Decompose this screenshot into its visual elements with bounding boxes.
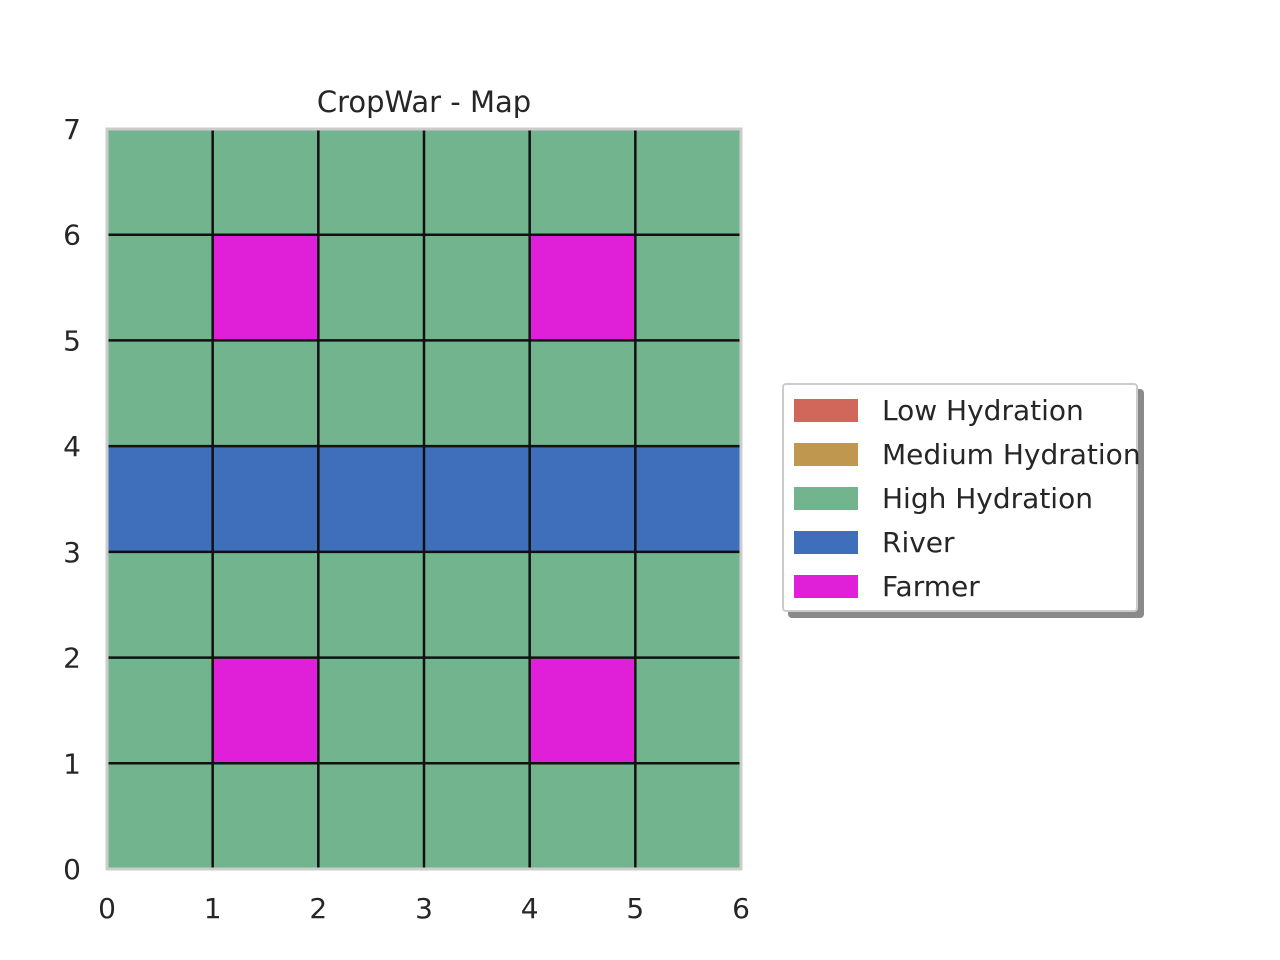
map-cell-high-x3-y6 xyxy=(424,129,530,235)
map-cell-high-x5-y6 xyxy=(635,129,741,235)
map-cell-river-x3-y3 xyxy=(424,446,530,552)
map-cell-high-x0-y1 xyxy=(107,657,213,764)
map-cell-high-x5-y2 xyxy=(635,551,741,658)
map-cell-high-x0-y5 xyxy=(107,234,213,341)
map-cell-high-x0-y4 xyxy=(107,340,213,447)
chart-title: CropWar - Map xyxy=(317,85,531,119)
map-cell-high-x2-y0 xyxy=(318,763,424,869)
legend-label-high-hydration: High Hydration xyxy=(882,481,1093,515)
y-tick-label: 2 xyxy=(63,642,81,675)
x-tick-label: 4 xyxy=(521,892,539,925)
x-tick-label: 5 xyxy=(626,892,644,925)
map-cell-high-x3-y0 xyxy=(424,763,530,869)
legend-swatch-farmer xyxy=(794,574,858,598)
y-tick-label: 6 xyxy=(63,219,81,252)
map-cell-high-x4-y2 xyxy=(529,551,636,658)
map-cell-river-x4-y3 xyxy=(529,446,636,552)
legend-item-medium-hydration: Medium Hydration xyxy=(794,437,1141,471)
legend-swatch-high-hydration xyxy=(794,486,858,510)
legend-item-farmer: Farmer xyxy=(794,569,980,603)
map-cell-high-x4-y4 xyxy=(529,340,636,447)
legend-label-low-hydration: Low Hydration xyxy=(882,393,1084,427)
x-tick-label: 2 xyxy=(309,892,327,925)
legend-swatch-medium-hydration xyxy=(794,442,858,466)
y-tick-label: 0 xyxy=(63,853,81,886)
legend-label-farmer: Farmer xyxy=(882,569,980,603)
map-cell-high-x5-y5 xyxy=(635,234,741,341)
map-cell-high-x1-y0 xyxy=(212,763,319,869)
y-tick-label: 4 xyxy=(63,430,81,463)
legend-swatch-river xyxy=(794,530,858,554)
legend-item-river: River xyxy=(794,525,955,559)
legend-item-high-hydration: High Hydration xyxy=(794,481,1093,515)
map-cell-high-x2-y5 xyxy=(318,234,424,341)
y-tick-label: 7 xyxy=(63,113,81,146)
map-cell-river-x5-y3 xyxy=(635,446,741,552)
map-cell-high-x4-y0 xyxy=(529,763,636,869)
map-cell-high-x1-y6 xyxy=(212,129,319,235)
y-tick-label: 5 xyxy=(63,324,81,357)
map-cell-high-x0-y6 xyxy=(107,129,213,235)
map-cell-high-x2-y6 xyxy=(318,129,424,235)
map-cell-high-x5-y0 xyxy=(635,763,741,869)
map-cell-high-x1-y2 xyxy=(212,551,319,658)
map-cell-high-x5-y1 xyxy=(635,657,741,764)
map-cell-farmer-x4-y5 xyxy=(529,234,636,341)
map-cell-high-x3-y4 xyxy=(424,340,530,447)
map-cell-high-x3-y2 xyxy=(424,551,530,658)
map-cell-high-x0-y2 xyxy=(107,551,213,658)
legend: Low Hydration Medium Hydration High Hydr… xyxy=(782,383,1141,612)
x-tick-label: 1 xyxy=(204,892,222,925)
map-cell-high-x4-y6 xyxy=(529,129,636,235)
plot-frame xyxy=(105,127,743,871)
map-cell-high-x3-y5 xyxy=(424,234,530,341)
map-cell-high-x3-y1 xyxy=(424,657,530,764)
map-cell-high-x2-y2 xyxy=(318,551,424,658)
legend-label-river: River xyxy=(882,525,955,559)
legend-item-low-hydration: Low Hydration xyxy=(794,393,1084,427)
x-tick-label: 3 xyxy=(415,892,433,925)
y-tick-label: 1 xyxy=(63,747,81,780)
map-cell-high-x2-y1 xyxy=(318,657,424,764)
y-tick-label: 3 xyxy=(63,536,81,569)
map-cell-river-x0-y3 xyxy=(107,446,213,552)
x-tick-label: 0 xyxy=(98,892,116,925)
map-cell-high-x0-y0 xyxy=(107,763,213,869)
x-tick-label: 6 xyxy=(732,892,750,925)
map-cell-high-x2-y4 xyxy=(318,340,424,447)
map-cell-river-x1-y3 xyxy=(212,446,319,552)
legend-label-medium-hydration: Medium Hydration xyxy=(882,437,1141,471)
map-cell-farmer-x1-y1 xyxy=(212,657,319,764)
map-cell-high-x5-y4 xyxy=(635,340,741,447)
legend-swatch-low-hydration xyxy=(794,398,858,422)
map-cell-farmer-x4-y1 xyxy=(529,657,636,764)
map-cell-farmer-x1-y5 xyxy=(212,234,319,341)
map-cell-river-x2-y3 xyxy=(318,446,424,552)
map-cell-high-x1-y4 xyxy=(212,340,319,447)
